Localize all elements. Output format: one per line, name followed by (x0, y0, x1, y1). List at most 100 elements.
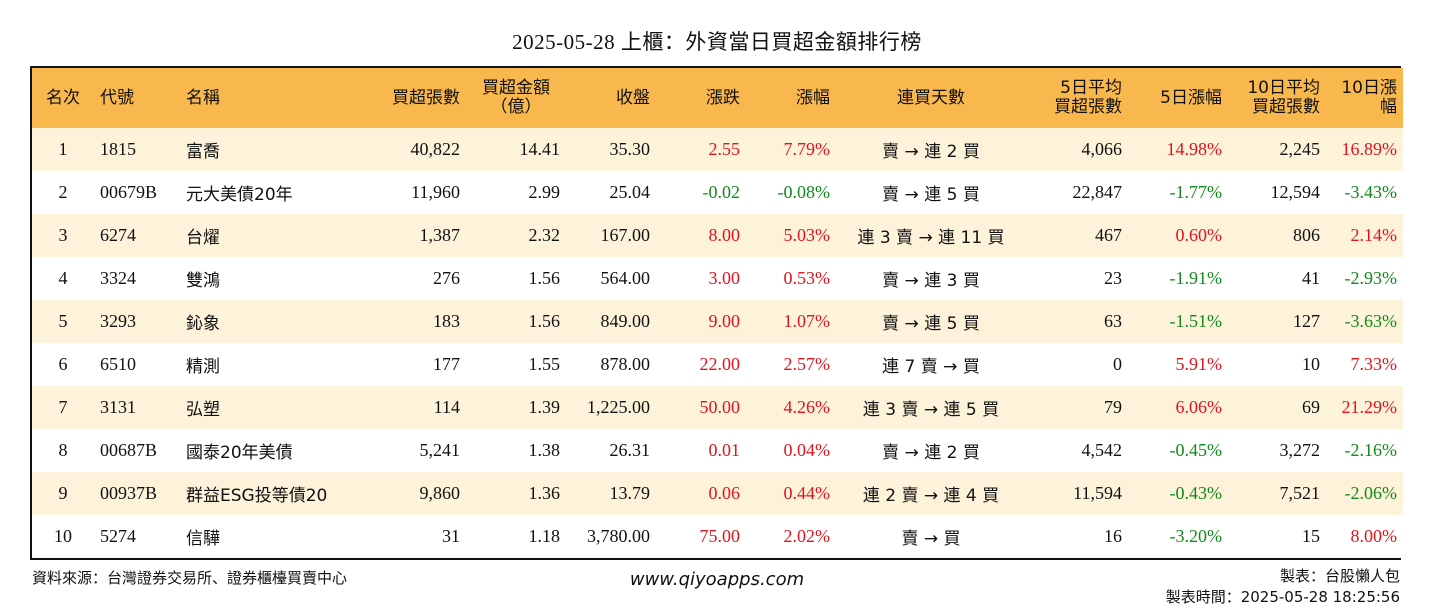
cell-pct10: -2.93% (1344, 268, 1398, 288)
cell-change: 0.01 (708, 440, 741, 460)
cell-rank: 7 (58, 397, 68, 417)
cell-name: 群益ESG投等債20 (186, 486, 328, 506)
cell-pct: 2.57% (783, 354, 831, 374)
table-row: 6 6510 精測 177 1.55 878.00 22.00 2.57% 連 7 賣 → 買 0… (32, 343, 1403, 386)
table-row: 7 3131 弘塑 114 1.39 1,225.00 50.00 4.26% 連 3 賣 → … (32, 386, 1403, 429)
cell-pct10: 7.33% (1350, 354, 1398, 374)
header-streak: 連買天數 (897, 87, 965, 108)
cell-close: 564.00 (600, 268, 651, 288)
cell-rank: 2 (58, 182, 68, 202)
cell-pct10: 8.00% (1350, 526, 1398, 546)
table-row: 10 5274 信驊 31 1.18 3,780.00 75.00 2.02% 賣 → 買 16 -… (32, 515, 1403, 558)
cell-close: 25.04 (609, 182, 651, 202)
cell-buy-lots: 5,241 (419, 440, 461, 460)
cell-change: 3.00 (708, 268, 741, 288)
header-pct: 漲幅 (796, 87, 830, 108)
cell-close: 13.79 (609, 483, 651, 503)
cell-close: 35.30 (609, 139, 651, 159)
cell-rank: 10 (54, 526, 72, 546)
cell-name: 精測 (186, 357, 220, 377)
cell-buy-lots: 40,822 (410, 139, 461, 159)
table-row: 1 1815 富喬 40,822 14.41 35.30 2.55 7.79% 賣 → 連 2 … (32, 128, 1403, 171)
cell-name: 台燿 (186, 228, 220, 248)
cell-pct5: -0.43% (1169, 483, 1223, 503)
cell-avg5: 4,066 (1081, 139, 1123, 159)
cell-buy-amount: 1.56 (528, 268, 561, 288)
cell-avg5: 23 (1104, 268, 1122, 288)
cell-change: -0.02 (702, 182, 741, 202)
header-row: 名次 代號 名稱 買超張數 買超金額 （億） 收盤 漲跌 漲幅 連買天數 5日平均… (32, 68, 1403, 128)
cell-close: 26.31 (609, 440, 651, 460)
table-header: 名次 代號 名稱 買超張數 買超金額 （億） 收盤 漲跌 漲幅 連買天數 5日平均… (32, 68, 1403, 128)
header-change: 漲跌 (706, 87, 740, 108)
table-row: 8 00687B 國泰20年美債 5,241 1.38 26.31 0.01 0.04% 賣 →… (32, 429, 1403, 472)
cell-pct5: 5.91% (1175, 354, 1223, 374)
cell-code: 1815 (100, 139, 136, 159)
header-buy-amount-line2: （億） (490, 97, 542, 117)
cell-streak: 連 3 賣 → 連 11 買 (857, 228, 1005, 248)
cell-close: 1,225.00 (587, 397, 650, 417)
cell-code: 3131 (100, 397, 136, 417)
cell-pct: 0.44% (783, 483, 831, 503)
header-close: 收盤 (616, 87, 650, 108)
cell-pct5: -3.20% (1169, 526, 1223, 546)
cell-change: 75.00 (699, 526, 741, 546)
cell-buy-amount: 14.41 (519, 139, 561, 159)
cell-rank: 4 (58, 268, 68, 288)
header-buy-lots: 買超張數 (392, 87, 460, 108)
cell-avg10: 806 (1293, 225, 1320, 245)
cell-pct10: -2.06% (1344, 483, 1398, 503)
cell-buy-lots: 31 (442, 526, 460, 546)
header-pct10: 10日漲幅 (1341, 78, 1397, 117)
footer-credits: 製表：台股懶人包 製表時間：2025-05-28 18:25:56 (1166, 566, 1400, 608)
cell-rank: 1 (58, 139, 68, 159)
header-avg10: 10日平均 買超張數 (1228, 68, 1326, 128)
cell-avg5: 63 (1104, 311, 1122, 331)
cell-avg10: 7,521 (1279, 483, 1321, 503)
cell-rank: 5 (58, 311, 68, 331)
cell-pct: 5.03% (783, 225, 831, 245)
cell-code: 00687B (100, 440, 158, 460)
cell-buy-amount: 1.36 (528, 483, 561, 503)
table-row: 3 6274 台燿 1,387 2.32 167.00 8.00 5.03% 連 3 賣 → 連… (32, 214, 1403, 257)
cell-pct5: 0.60% (1175, 225, 1223, 245)
cell-name: 信驊 (186, 529, 220, 549)
header-avg10-line1: 10日平均 (1247, 78, 1320, 98)
cell-buy-lots: 11,960 (411, 182, 460, 202)
cell-rank: 9 (58, 483, 68, 503)
table-row: 5 3293 鈊象 183 1.56 849.00 9.00 1.07% 賣 → 連 5 買 63… (32, 300, 1403, 343)
cell-avg5: 4,542 (1081, 440, 1123, 460)
ranking-table: 名次 代號 名稱 買超張數 買超金額 （億） 收盤 漲跌 漲幅 連買天數 5日平均… (32, 68, 1403, 558)
header-avg5-line2: 買超張數 (1054, 97, 1122, 117)
cell-change: 2.55 (708, 139, 741, 159)
cell-pct: 0.04% (783, 440, 831, 460)
website-link[interactable]: www.qiyoapps.com (629, 569, 805, 590)
cell-pct5: -1.77% (1169, 182, 1223, 202)
cell-name: 元大美債20年 (186, 185, 293, 205)
header-avg5: 5日平均 買超張數 (1026, 68, 1128, 128)
cell-code: 3293 (100, 311, 136, 331)
cell-avg10: 69 (1302, 397, 1320, 417)
header-name: 名稱 (186, 87, 220, 108)
cell-name: 國泰20年美債 (186, 443, 293, 463)
table-row: 4 3324 雙鴻 276 1.56 564.00 3.00 0.53% 賣 → 連 3 買 23… (32, 257, 1403, 300)
cell-code: 3324 (100, 268, 136, 288)
cell-change: 50.00 (699, 397, 741, 417)
cell-close: 878.00 (600, 354, 651, 374)
cell-code: 5274 (100, 526, 136, 546)
cell-buy-amount: 1.55 (528, 354, 561, 374)
cell-name: 鈊象 (186, 314, 220, 334)
cell-buy-lots: 276 (433, 268, 460, 288)
cell-avg10: 12,594 (1270, 182, 1321, 202)
data-source: 資料來源：台灣證券交易所、證券櫃檯買賣中心 (32, 569, 348, 587)
cell-pct: 1.07% (783, 311, 831, 331)
cell-name: 弘塑 (186, 400, 220, 420)
cell-avg5: 0 (1113, 354, 1122, 374)
cell-buy-amount: 1.39 (528, 397, 561, 417)
cell-code: 00937B (100, 483, 158, 503)
cell-pct: 2.02% (783, 526, 831, 546)
cell-buy-lots: 114 (433, 397, 460, 417)
cell-code: 00679B (100, 182, 158, 202)
cell-avg10: 15 (1302, 526, 1320, 546)
ranking-table-container: 名次 代號 名稱 買超張數 買超金額 （億） 收盤 漲跌 漲幅 連買天數 5日平均… (30, 66, 1403, 560)
